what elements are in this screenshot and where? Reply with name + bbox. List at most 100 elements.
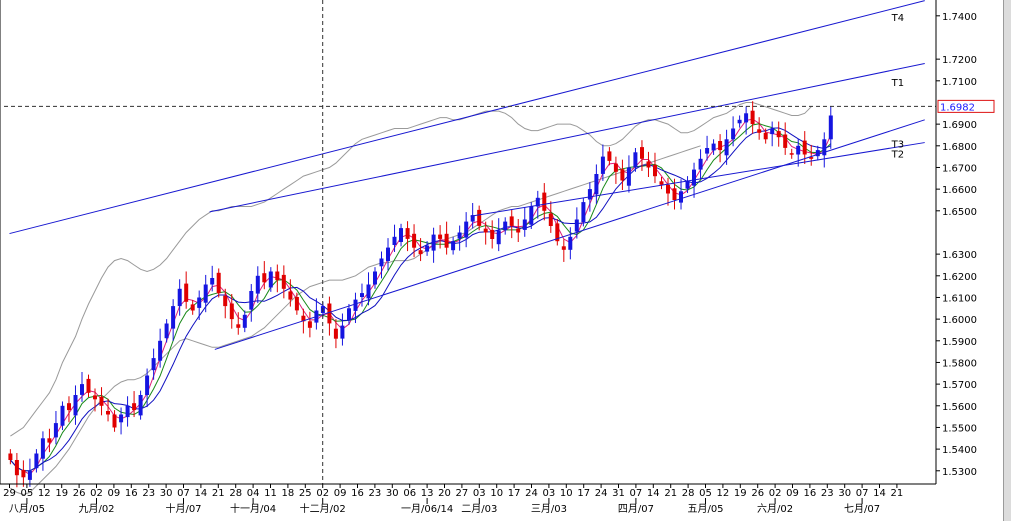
candle-body: [27, 470, 32, 480]
trendline-label-t3: T3: [891, 140, 904, 151]
candle-body: [529, 206, 534, 225]
price-tick-label: 1.6600: [942, 185, 977, 196]
candle-body: [138, 395, 143, 416]
candle-body: [718, 141, 723, 151]
candle-body: [73, 395, 78, 416]
month-label: 三月/03: [531, 503, 567, 515]
candle-body: [112, 414, 117, 428]
candle-body: [626, 167, 631, 186]
trendline-label-t2: T2: [891, 149, 904, 160]
date-tick-label: 29: [3, 488, 16, 499]
candle-body: [281, 274, 286, 289]
candle-body: [106, 411, 110, 415]
trendline-label-t1: T1: [891, 78, 904, 89]
candle-body: [451, 241, 456, 251]
date-tick-label: 26: [751, 488, 764, 499]
trendline-t3: [214, 119, 925, 350]
month-label: 十月/07: [165, 502, 201, 515]
date-tick-label: 03: [473, 488, 486, 499]
price-tick-label: 1.6100: [942, 293, 977, 304]
candle-body: [555, 223, 560, 242]
candle-body: [548, 213, 553, 226]
candle-body: [210, 278, 215, 285]
price-axis: 1.7400 1.7200 1.7100 1.6900 1.6800 1.6700 1.66…: [936, 12, 977, 478]
bollinger-upper-line: [10, 102, 812, 437]
candle-body: [307, 321, 312, 328]
candle-body: [789, 153, 794, 155]
candle-body: [8, 453, 13, 460]
date-tick-label: 16: [351, 488, 364, 499]
candle-body: [470, 215, 475, 222]
price-tick-label: 1.7100: [942, 77, 977, 88]
candle-body: [516, 228, 521, 233]
date-tick-label: 03: [543, 488, 556, 499]
candle-body: [53, 423, 58, 438]
candle-body: [822, 139, 827, 156]
candle-body: [607, 151, 612, 161]
candle-body: [405, 228, 410, 239]
date-tick-label: 16: [125, 488, 138, 499]
candle-body: [301, 315, 306, 322]
candle-body: [203, 284, 208, 303]
candle-body: [93, 395, 97, 400]
candle-body: [255, 275, 260, 294]
price-tick-label: 1.7200: [942, 55, 977, 66]
date-tick-label: 21: [891, 488, 904, 499]
crosshair: [4, 0, 936, 484]
window-right-edge: [1003, 0, 1011, 521]
price-tick-label: 1.6800: [942, 142, 977, 153]
candle-body: [366, 284, 371, 299]
date-tick-label: 09: [786, 488, 799, 499]
candle-body: [418, 250, 423, 255]
candle-body: [431, 234, 436, 251]
date-tick-label: 07: [630, 488, 643, 499]
candle-body: [60, 405, 65, 426]
candle-body: [333, 328, 338, 339]
candle-body: [757, 129, 762, 133]
candle-body: [659, 181, 664, 185]
candle-body: [360, 293, 364, 297]
date-tick-label: 19: [734, 488, 747, 499]
month-label: 六月/02: [757, 503, 793, 515]
candle-body: [587, 189, 592, 200]
current-price-frame: [937, 99, 995, 113]
date-tick-label: 24: [595, 488, 608, 499]
date-tick-label: 17: [577, 488, 590, 499]
price-tick-label: 1.6200: [942, 272, 977, 283]
candle-body: [503, 221, 508, 231]
month-label: 一月/06/14: [401, 503, 453, 515]
month-label: 十一月/04: [230, 502, 276, 515]
candle-body: [171, 306, 176, 329]
candle-body: [783, 134, 788, 148]
trendline-label-t4: T4: [891, 13, 904, 24]
date-tick-label: 30: [386, 488, 399, 499]
candle-body: [236, 324, 241, 328]
date-tick-label: 23: [369, 488, 382, 499]
candle-body: [158, 340, 163, 361]
candle-body: [457, 232, 462, 239]
date-tick-label: 26: [73, 488, 86, 499]
candle-body: [828, 115, 833, 140]
candle-body: [763, 132, 768, 140]
candles: [8, 101, 833, 488]
candle-body: [47, 438, 52, 443]
date-tick-label: 05: [699, 488, 712, 499]
bollinger-bands: [10, 102, 812, 496]
date-tick-label: 27: [456, 488, 469, 499]
date-tick-label: 30: [838, 488, 851, 499]
candle-body: [151, 358, 156, 371]
ma-medium-line: [10, 123, 832, 472]
candle-body: [242, 314, 247, 328]
price-tick-label: 1.5400: [942, 445, 977, 456]
candle-body: [574, 219, 579, 232]
date-tick-label: 18: [282, 488, 295, 499]
candle-body: [80, 384, 84, 395]
candle-body: [561, 246, 566, 250]
candle-body: [125, 405, 130, 418]
candle-body: [692, 169, 696, 186]
price-tick-label: 1.6900: [942, 120, 977, 131]
candle-body: [386, 247, 390, 261]
candle-body: [802, 140, 807, 155]
